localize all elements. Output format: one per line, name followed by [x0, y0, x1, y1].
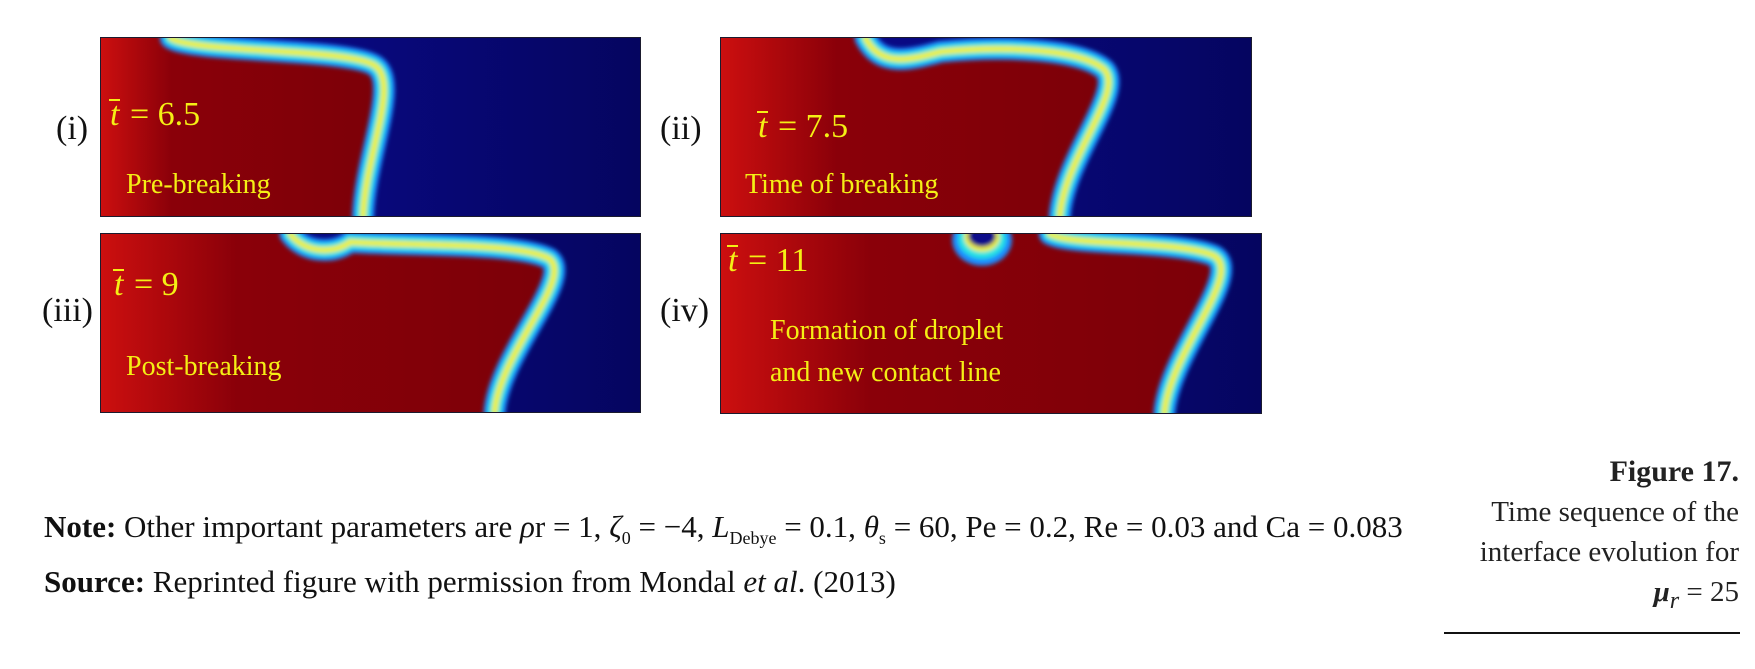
- source-text: Reprinted figure with permission from Mo…: [145, 564, 744, 600]
- mu-symbol: μ: [1653, 576, 1670, 608]
- note-text: = 60, Pe = 0.2, Re = 0.03 and Ca = 0.083: [885, 509, 1403, 544]
- zeta-symbol: ζ: [609, 509, 622, 544]
- panel-label-iv: (iv): [660, 292, 710, 329]
- simulation-panel-iii: [100, 233, 641, 413]
- t-bar-symbol: t: [113, 266, 125, 303]
- panel-description-i: Pre-breaking: [126, 164, 271, 206]
- theta-subscript: s: [878, 528, 886, 549]
- figure-caption: Figure 17. Time sequence of the interfac…: [1419, 452, 1739, 621]
- t-bar-symbol: t: [727, 242, 739, 279]
- l-subscript: Debye: [729, 528, 777, 549]
- panel-label-iii: (iii): [42, 292, 93, 329]
- note-label: Note:: [44, 509, 117, 544]
- time-value: = 11: [747, 242, 809, 279]
- panel-label-ii: (ii): [660, 110, 702, 147]
- note-text: = 0.1,: [776, 509, 864, 544]
- time-label-iv: t = 11: [726, 242, 808, 280]
- time-label-iii: t = 9: [112, 266, 179, 304]
- panel-description-ii: Time of breaking: [745, 164, 938, 206]
- time-value: = 6.5: [129, 96, 201, 133]
- droplet: [952, 234, 1012, 266]
- time-label-ii: t = 7.5: [756, 108, 848, 146]
- mu-value: = 25: [1679, 576, 1739, 608]
- time-label-i: t = 6.5: [108, 96, 200, 134]
- t-bar-symbol: t: [109, 96, 121, 133]
- note-line: Note: Other important parameters are ρr …: [44, 505, 1414, 560]
- description-line: and new contact line: [770, 357, 1001, 388]
- caption-line: interface evolution for: [1479, 536, 1739, 568]
- panel-label-i: (i): [56, 110, 89, 147]
- mu-subscript: r: [1669, 586, 1680, 614]
- simulation-panel-i: [100, 37, 641, 217]
- source-label: Source:: [44, 564, 146, 600]
- description-line: Formation of droplet: [770, 315, 1004, 346]
- et-al: et al: [743, 564, 798, 600]
- note-text: Other important parameters are: [116, 509, 520, 544]
- l-symbol: L: [712, 509, 730, 544]
- figure-label: Figure 17.: [1609, 455, 1739, 488]
- time-value: = 7.5: [777, 108, 849, 145]
- caption-line: Time sequence of the: [1491, 496, 1739, 528]
- figure-note: Note: Other important parameters are ρr …: [44, 505, 1414, 604]
- caption-rule: [1444, 632, 1740, 634]
- description-line: Pre-breaking: [126, 169, 271, 200]
- note-text: = −4,: [630, 509, 713, 544]
- simulation-panel-ii: [720, 37, 1252, 217]
- source-line: Source: Reprinted figure with permission…: [44, 560, 1414, 604]
- note-text: r = 1,: [534, 509, 610, 544]
- time-value: = 9: [133, 266, 179, 303]
- description-line: Time of breaking: [745, 169, 939, 200]
- source-text: . (2013): [797, 564, 896, 600]
- caption-line: μr = 25: [1419, 572, 1739, 621]
- t-bar-symbol: t: [757, 108, 769, 145]
- panel-description-iv: Formation of droplet and new contact lin…: [770, 310, 1003, 394]
- rho-symbol: ρ: [519, 509, 535, 544]
- simulation-panel-iv: [720, 233, 1262, 414]
- theta-symbol: θ: [863, 509, 879, 544]
- zeta-subscript: 0: [621, 528, 631, 549]
- panel-description-iii: Post-breaking: [126, 346, 282, 388]
- description-line: Post-breaking: [126, 351, 282, 382]
